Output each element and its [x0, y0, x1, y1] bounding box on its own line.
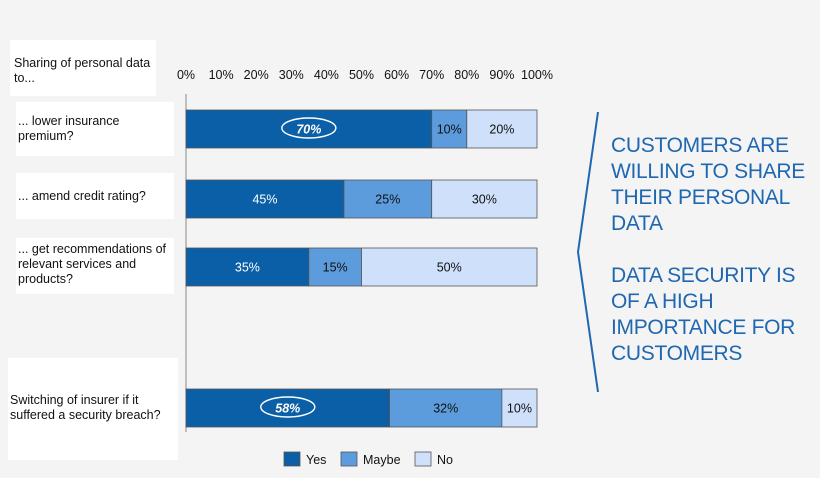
x-tick-label: 60%	[384, 68, 409, 82]
x-tick-label: 90%	[489, 68, 514, 82]
data-label: 10%	[437, 123, 462, 137]
x-tick-label: 40%	[314, 68, 339, 82]
callout-text: CUSTOMERS ARE WILLING TO SHARE THEIR PER…	[611, 133, 817, 393]
category-label-switching: Switching of insurer if it suffered a se…	[8, 358, 178, 460]
x-tick-label: 20%	[244, 68, 269, 82]
bar-segment-maybe	[308, 247, 362, 287]
bar-segment-no	[361, 247, 538, 287]
x-tick-label: 100%	[521, 68, 553, 82]
highlight-ellipse	[281, 117, 337, 139]
x-tick-label: 10%	[209, 68, 234, 82]
category-label-recommendations: ... get recommendations of relevant serv…	[16, 238, 174, 294]
bar-segment-no	[501, 388, 538, 428]
callout-bracket	[576, 111, 599, 393]
x-tick-label: 30%	[279, 68, 304, 82]
x-tick-label: 80%	[454, 68, 479, 82]
category-label-credit: ... amend credit rating?	[16, 173, 174, 219]
legend-swatch-yes	[283, 451, 301, 467]
highlight-ellipse	[260, 396, 316, 418]
bar-segment-yes	[185, 109, 433, 149]
x-tick-label: 50%	[349, 68, 374, 82]
legend-label-no: No	[437, 453, 453, 467]
data-label: 20%	[489, 123, 514, 137]
bar-segment-maybe	[431, 109, 468, 149]
bar-segment-maybe	[343, 179, 433, 219]
legend-label-yes: Yes	[306, 453, 326, 467]
x-tick-label: 0%	[177, 68, 195, 82]
callout-line-2: DATA SECURITY IS OF A HIGH IMPORTANCE FO…	[611, 264, 796, 365]
data-label: 32%	[433, 402, 458, 416]
legend-swatch-no	[414, 451, 432, 467]
data-label: 10%	[507, 402, 532, 416]
data-label: 25%	[375, 193, 400, 207]
data-label: 50%	[437, 261, 462, 275]
legend-swatch-maybe	[340, 451, 358, 467]
header-label: Sharing of personal data to...	[10, 40, 156, 96]
x-tick-label: 70%	[419, 68, 444, 82]
bar-segment-no	[466, 109, 538, 149]
data-label: 35%	[235, 261, 260, 275]
data-label: 45%	[252, 193, 277, 207]
category-label-insurance: ... lower insurance premium?	[16, 102, 174, 156]
data-label: 58%	[275, 402, 300, 416]
bar-segment-no	[431, 179, 538, 219]
callout-line-1: CUSTOMERS ARE WILLING TO SHARE THEIR PER…	[611, 134, 805, 235]
bar-segment-yes	[185, 388, 390, 428]
bar-segment-maybe	[389, 388, 503, 428]
bar-segment-yes	[185, 179, 345, 219]
data-label: 15%	[323, 261, 348, 275]
legend-label-maybe: Maybe	[363, 453, 401, 467]
data-label: 30%	[472, 193, 497, 207]
data-label: 70%	[296, 123, 321, 137]
